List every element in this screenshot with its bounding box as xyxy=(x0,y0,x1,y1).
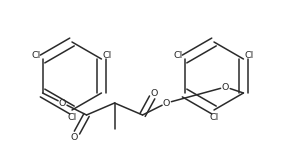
Text: Cl: Cl xyxy=(174,51,183,60)
Text: Cl: Cl xyxy=(245,51,254,60)
Text: O: O xyxy=(222,82,229,91)
Text: O: O xyxy=(151,89,158,98)
Text: Cl: Cl xyxy=(209,112,219,122)
Text: Cl: Cl xyxy=(103,51,112,60)
Text: Cl: Cl xyxy=(67,112,77,122)
Text: O: O xyxy=(163,99,170,107)
Text: O: O xyxy=(71,132,78,141)
Text: O: O xyxy=(59,99,66,107)
Text: Cl: Cl xyxy=(32,51,41,60)
